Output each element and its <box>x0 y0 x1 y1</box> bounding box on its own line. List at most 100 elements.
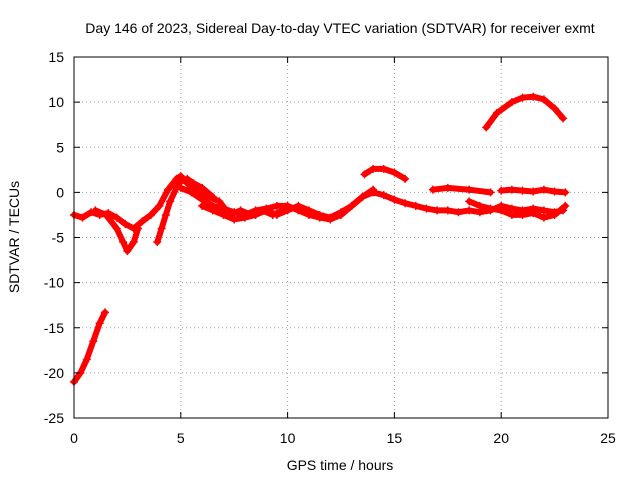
data-point <box>358 192 367 201</box>
data-point <box>134 224 143 233</box>
data-point <box>433 206 442 215</box>
data-point <box>390 168 399 177</box>
data-point <box>215 197 224 206</box>
data-point <box>251 210 260 219</box>
series-layer <box>70 92 570 386</box>
data-point <box>262 206 271 215</box>
data-point <box>208 192 217 201</box>
data-point <box>561 188 570 197</box>
data-point <box>369 185 378 194</box>
data-point <box>360 170 369 179</box>
data-point <box>155 201 164 210</box>
y-tick-label: -20 <box>44 365 64 381</box>
data-point <box>161 210 170 219</box>
x-tick-label: 10 <box>280 430 296 446</box>
data-point <box>475 201 484 210</box>
data-point <box>189 179 198 188</box>
data-point <box>91 206 100 215</box>
data-point <box>465 185 474 194</box>
data-point <box>539 95 548 104</box>
data-point <box>559 114 568 123</box>
x-tick-label: 5 <box>177 430 185 446</box>
series-trace-11 <box>466 198 569 221</box>
chart-title: Day 146 of 2023, Sidereal Day-to-day VTE… <box>85 20 594 36</box>
data-point <box>443 206 452 215</box>
data-point <box>379 191 388 200</box>
series-trace-9 <box>483 93 567 131</box>
data-point <box>112 213 121 222</box>
data-point <box>219 210 228 219</box>
data-point <box>183 174 192 183</box>
y-tick-label: 15 <box>48 49 64 65</box>
data-point <box>347 201 356 210</box>
data-point <box>208 206 217 215</box>
grid-layer <box>74 57 608 418</box>
x-tick-label: 20 <box>493 430 509 446</box>
y-tick-label: -25 <box>44 410 64 426</box>
data-point <box>529 209 538 218</box>
data-point <box>283 206 292 215</box>
x-tick-label: 0 <box>70 430 78 446</box>
data-point <box>550 104 559 113</box>
data-point <box>401 199 410 208</box>
data-point <box>518 93 527 102</box>
data-point <box>465 197 474 206</box>
data-point <box>95 319 104 328</box>
data-point <box>401 174 410 183</box>
y-tick-label: 10 <box>48 94 64 110</box>
data-point <box>443 183 452 192</box>
data-point <box>539 213 548 222</box>
data-point <box>529 187 538 196</box>
data-point <box>518 186 527 195</box>
series-trace-8 <box>429 184 494 196</box>
data-point <box>138 217 147 226</box>
data-point <box>550 210 559 219</box>
data-point <box>379 164 388 173</box>
data-point <box>121 219 130 228</box>
x-axis-label: GPS time / hours <box>287 457 394 473</box>
data-point <box>78 213 87 222</box>
data-point <box>129 238 138 247</box>
data-point <box>102 210 111 219</box>
data-point <box>119 238 128 247</box>
data-point <box>369 164 378 173</box>
data-point <box>326 213 335 222</box>
data-point <box>272 201 281 210</box>
data-point <box>187 188 196 197</box>
y-tick-label: 0 <box>56 184 64 200</box>
data-point <box>123 247 132 256</box>
data-point <box>112 224 121 233</box>
data-point <box>146 210 155 219</box>
data-point <box>561 201 570 210</box>
data-point <box>454 208 463 217</box>
data-point <box>198 183 207 192</box>
y-tick-label: -5 <box>52 230 65 246</box>
tick-layer: 0 5 10 15 20 25 -25 -20 -15 -10 -5 0 5 10 15 <box>44 49 616 446</box>
data-point <box>304 206 313 215</box>
data-point <box>497 206 506 215</box>
series-trace-4 <box>154 175 216 245</box>
data-point <box>507 98 516 107</box>
x-tick-label: 15 <box>387 430 403 446</box>
data-point <box>89 337 98 346</box>
y-tick-label: -15 <box>44 320 64 336</box>
y-tick-label: 5 <box>56 139 64 155</box>
data-point <box>492 108 501 117</box>
data-point <box>539 206 548 215</box>
data-point <box>230 208 239 217</box>
data-point <box>240 213 249 222</box>
data-point <box>157 224 166 233</box>
data-point <box>486 204 495 213</box>
data-point <box>176 183 185 192</box>
data-point <box>153 238 162 247</box>
data-point <box>482 123 491 132</box>
data-point <box>272 210 281 219</box>
data-point <box>294 201 303 210</box>
data-point <box>230 215 239 224</box>
data-point <box>486 188 495 197</box>
series-trace-1 <box>71 309 108 385</box>
y-tick-label: -10 <box>44 275 64 291</box>
data-point <box>390 195 399 204</box>
x-tick-label: 25 <box>600 430 616 446</box>
